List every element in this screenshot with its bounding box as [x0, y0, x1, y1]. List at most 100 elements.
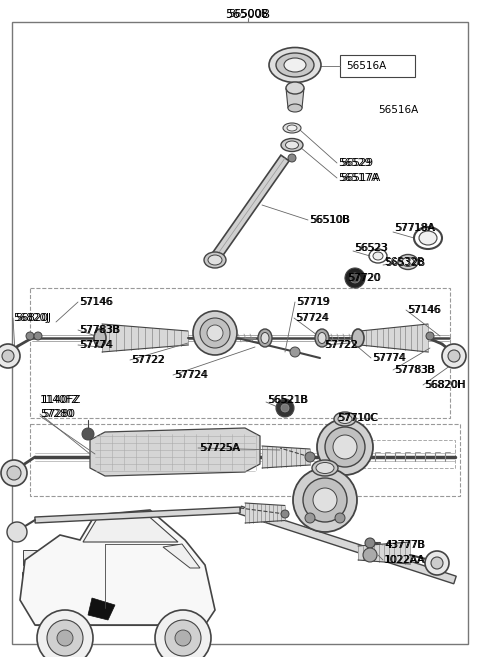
Circle shape — [165, 620, 201, 656]
Text: 56510B: 56510B — [310, 215, 350, 225]
Circle shape — [293, 468, 357, 532]
Circle shape — [303, 478, 347, 522]
Circle shape — [325, 427, 365, 467]
Text: 57774: 57774 — [80, 340, 113, 350]
Ellipse shape — [338, 415, 352, 424]
Text: 57280: 57280 — [40, 409, 73, 419]
Polygon shape — [211, 155, 289, 261]
Circle shape — [317, 419, 373, 475]
Ellipse shape — [204, 252, 226, 268]
Circle shape — [431, 557, 443, 569]
Circle shape — [175, 630, 191, 646]
Text: 56820J: 56820J — [15, 313, 51, 323]
Ellipse shape — [318, 332, 326, 344]
Polygon shape — [239, 506, 456, 584]
Circle shape — [335, 513, 345, 523]
Polygon shape — [20, 510, 215, 625]
Text: 1022AA: 1022AA — [385, 555, 426, 565]
Ellipse shape — [373, 252, 383, 260]
Text: 57722: 57722 — [132, 355, 165, 365]
Ellipse shape — [315, 329, 329, 347]
Polygon shape — [90, 428, 260, 476]
Text: 56517A: 56517A — [338, 173, 378, 183]
Ellipse shape — [276, 53, 314, 77]
Ellipse shape — [208, 255, 222, 265]
Text: 56523: 56523 — [355, 243, 388, 253]
Text: 1140FZ: 1140FZ — [42, 395, 82, 405]
Text: 57720: 57720 — [347, 273, 380, 283]
Ellipse shape — [284, 58, 306, 72]
Ellipse shape — [316, 463, 334, 474]
Circle shape — [305, 452, 315, 462]
Circle shape — [365, 538, 375, 548]
Circle shape — [200, 318, 230, 348]
Circle shape — [1, 460, 27, 486]
Text: 57146: 57146 — [408, 305, 441, 315]
Text: 57718A: 57718A — [394, 223, 434, 233]
Text: 56529: 56529 — [338, 158, 371, 168]
Circle shape — [207, 325, 223, 341]
Text: 56516A: 56516A — [346, 61, 386, 71]
Circle shape — [288, 154, 296, 162]
Polygon shape — [35, 507, 240, 523]
Text: 56529: 56529 — [340, 158, 373, 168]
Circle shape — [276, 399, 294, 417]
Text: 57724: 57724 — [296, 313, 329, 323]
Ellipse shape — [281, 139, 303, 152]
Circle shape — [47, 620, 83, 656]
Text: 56523: 56523 — [354, 243, 387, 253]
Circle shape — [82, 428, 94, 440]
Polygon shape — [358, 542, 410, 564]
Text: 57724: 57724 — [174, 370, 207, 380]
Circle shape — [281, 510, 289, 518]
Text: 57722: 57722 — [325, 340, 358, 350]
Bar — [22, 572, 50, 592]
Polygon shape — [286, 88, 304, 108]
Circle shape — [305, 513, 315, 523]
Bar — [23, 550, 45, 565]
Circle shape — [333, 435, 357, 459]
Ellipse shape — [258, 329, 272, 347]
Polygon shape — [245, 503, 285, 523]
Circle shape — [193, 311, 237, 355]
Text: 56510B: 56510B — [309, 215, 349, 225]
Bar — [30, 288, 450, 418]
Circle shape — [363, 548, 377, 562]
Circle shape — [313, 488, 337, 512]
Circle shape — [350, 273, 360, 283]
Text: 57725A: 57725A — [199, 443, 239, 453]
Polygon shape — [83, 513, 178, 542]
Polygon shape — [262, 446, 310, 468]
Ellipse shape — [287, 125, 297, 131]
Circle shape — [426, 332, 434, 340]
Text: 56521B: 56521B — [268, 395, 308, 405]
Text: 43777B: 43777B — [384, 540, 424, 550]
Text: 57783B: 57783B — [79, 325, 119, 335]
Circle shape — [57, 630, 73, 646]
Ellipse shape — [261, 332, 269, 344]
Text: 56516A: 56516A — [378, 105, 418, 115]
Text: 56820J: 56820J — [13, 313, 49, 323]
Text: 57774: 57774 — [373, 353, 406, 363]
Text: 57710C: 57710C — [338, 413, 378, 423]
Text: 57783B: 57783B — [394, 365, 434, 375]
Ellipse shape — [402, 258, 414, 267]
Text: 57725A: 57725A — [200, 443, 240, 453]
Text: 57146: 57146 — [407, 305, 440, 315]
Text: 57722: 57722 — [131, 355, 164, 365]
Polygon shape — [88, 598, 115, 620]
Ellipse shape — [288, 104, 302, 112]
Circle shape — [290, 347, 300, 357]
Text: 57722: 57722 — [324, 340, 357, 350]
Circle shape — [155, 610, 211, 657]
Circle shape — [7, 522, 27, 542]
Circle shape — [7, 466, 21, 480]
Text: 57719: 57719 — [296, 297, 329, 307]
Text: 57146: 57146 — [80, 297, 113, 307]
Ellipse shape — [269, 47, 321, 83]
Text: 56820H: 56820H — [425, 380, 466, 390]
Ellipse shape — [283, 123, 301, 133]
Ellipse shape — [286, 82, 304, 94]
Text: 57783B: 57783B — [395, 365, 435, 375]
Ellipse shape — [286, 141, 299, 149]
